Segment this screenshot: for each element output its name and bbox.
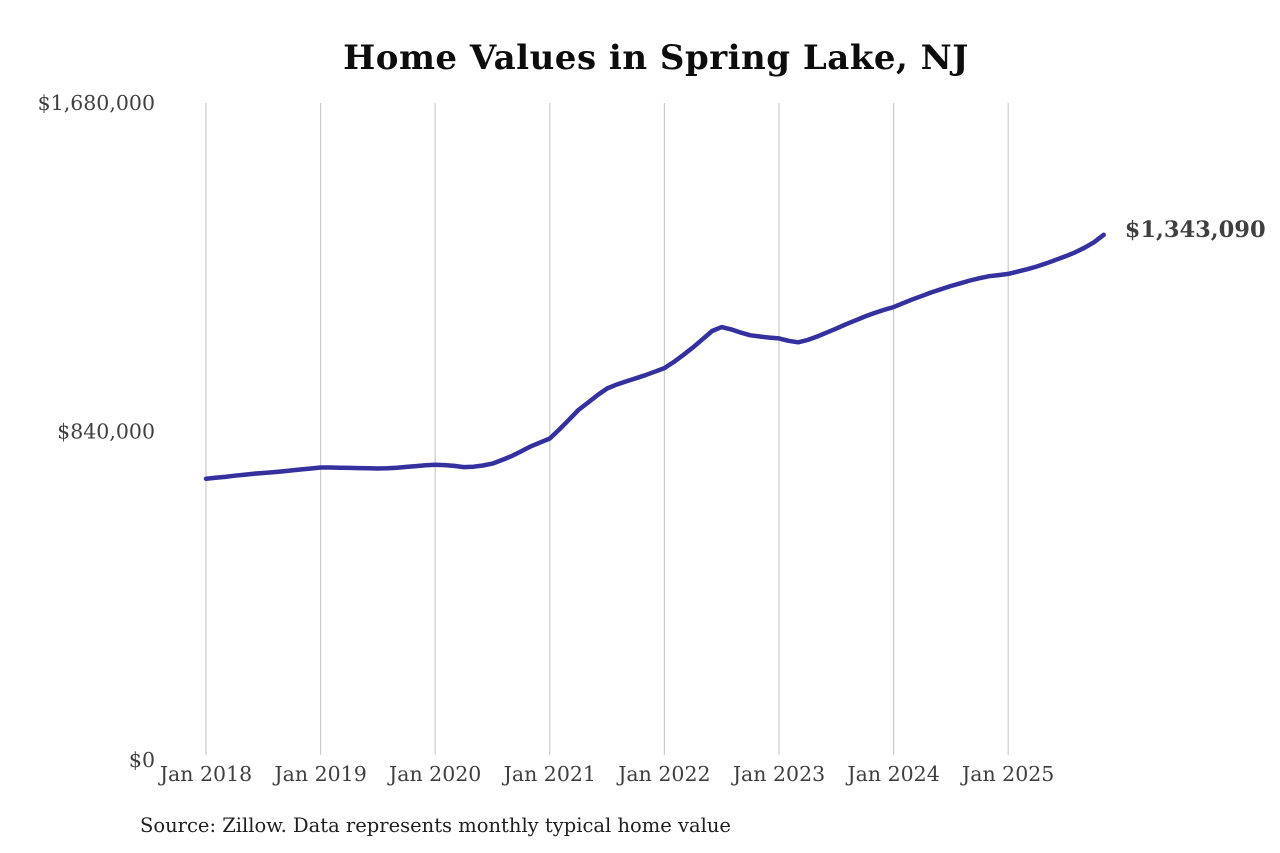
- y-tick-label: $840,000: [57, 420, 155, 444]
- source-note: Source: Zillow. Data represents monthly …: [140, 814, 731, 837]
- x-tick-label: Jan 2019: [272, 762, 366, 786]
- y-tick-label: $1,680,000: [38, 91, 155, 115]
- x-tick-label: Jan 2021: [502, 762, 596, 786]
- chart-title: Home Values in Spring Lake, NJ: [343, 38, 969, 78]
- y-tick-label: $0: [129, 748, 155, 772]
- x-tick-label: Jan 2020: [387, 762, 481, 786]
- x-tick-label: Jan 2018: [158, 762, 252, 786]
- x-tick-label: Jan 2022: [616, 762, 710, 786]
- x-tick-label: Jan 2025: [960, 762, 1054, 786]
- latest-value-label: $1,343,090: [1125, 217, 1266, 243]
- x-tick-label: Jan 2024: [845, 762, 939, 786]
- x-tick-label: Jan 2023: [731, 762, 825, 786]
- home-value-line: [203, 232, 1106, 482]
